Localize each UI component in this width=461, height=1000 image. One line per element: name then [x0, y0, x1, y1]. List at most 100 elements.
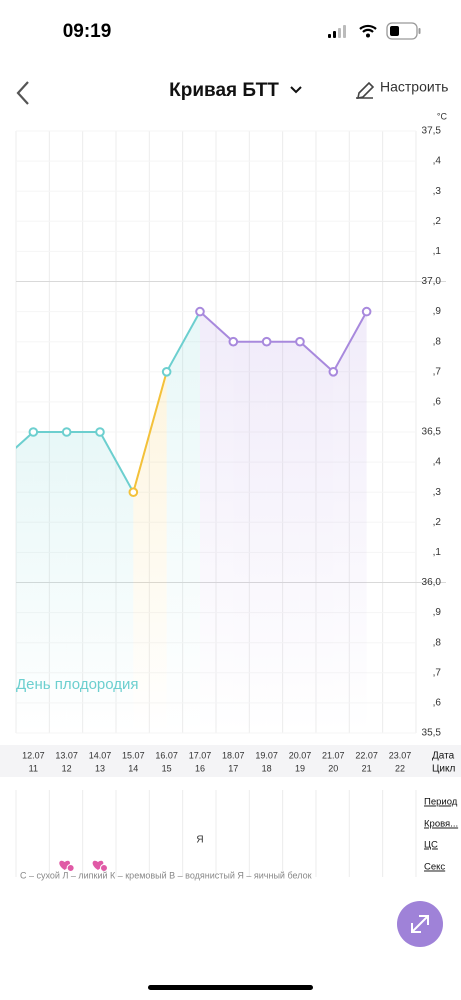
y-tick-label: ,7: [433, 667, 442, 678]
cycle-day: 12: [62, 763, 72, 773]
y-tick-label: ,2: [433, 517, 442, 528]
cycle-day: 11: [29, 763, 38, 773]
cycle-day: 19: [295, 763, 305, 773]
x-tick-label: 12.07: [22, 750, 45, 760]
area-fill: [66, 432, 100, 733]
area-fill: [99, 432, 134, 733]
y-tick-label: ,9: [433, 607, 442, 618]
point: [228, 336, 239, 347]
cycle-day: 21: [362, 763, 372, 773]
point: [261, 336, 272, 347]
y-tick-label: ,4: [433, 457, 442, 468]
y-tick-label: 36,5: [422, 427, 442, 438]
obs-row-label: Кровя...: [424, 819, 458, 830]
status-icons: [328, 22, 421, 40]
y-tick-label: ,2: [433, 216, 442, 227]
area-fill: [233, 341, 267, 733]
line-segment: [16, 431, 35, 449]
cycle-day: 17: [228, 763, 238, 773]
point: [195, 306, 205, 317]
y-tick-label: ,9: [433, 306, 442, 317]
x-tick-label: 18.07: [222, 750, 245, 760]
line-segment: [132, 371, 168, 493]
x-tick-label: 16.07: [155, 750, 178, 760]
point: [95, 427, 105, 437]
sex-mark: [59, 860, 75, 872]
cycle-day: 16: [195, 763, 205, 773]
x-tick-label: 22.07: [355, 750, 378, 760]
unit-label: °C: [437, 111, 448, 121]
obs-row-label: Секс: [424, 862, 445, 873]
title-chevron[interactable]: [290, 86, 302, 94]
cycle-day: 14: [128, 763, 138, 773]
area-fill: [16, 432, 34, 733]
mucus-mark: Я: [196, 835, 203, 846]
area-fill: [333, 311, 367, 733]
point: [61, 427, 72, 437]
y-tick-label: 37,0: [422, 276, 442, 287]
x-tick-label: 17.07: [189, 750, 212, 760]
point: [161, 367, 172, 377]
heart-check: [66, 864, 75, 872]
area-fill: [266, 341, 300, 733]
point: [128, 487, 139, 498]
area-fill: [33, 432, 67, 733]
obs-row-label: Период: [424, 797, 458, 808]
header-title[interactable]: Кривая БТТ: [169, 80, 279, 101]
y-tick-label: ,1: [433, 547, 442, 558]
y-tick-label: ,8: [433, 336, 442, 347]
x-tick-label: 21.07: [322, 750, 345, 760]
y-tick-label: ,6: [433, 698, 442, 709]
cycle-day: 18: [262, 763, 272, 773]
point: [0, 458, 4, 466]
heart-check: [99, 864, 108, 872]
obs-row-label: ЦС: [424, 840, 438, 851]
point: [328, 367, 339, 377]
cycle-day: 13: [95, 763, 105, 773]
line-segment: [299, 340, 334, 373]
sex-mark: [92, 860, 108, 872]
x-tick-label: 23.07: [389, 750, 412, 760]
y-tick-label: ,3: [433, 186, 442, 197]
line-segment: [99, 431, 135, 493]
cycle-day: 15: [162, 763, 172, 773]
line-segment: [165, 311, 201, 373]
y-tick-label: ,8: [433, 637, 442, 648]
y-tick-label: 37,5: [422, 126, 442, 137]
point: [361, 306, 372, 317]
row-label: Дата: [432, 751, 455, 762]
header-action[interactable]: Настроить: [380, 79, 448, 95]
y-tick-label: ,4: [433, 156, 442, 167]
home-indicator: [148, 985, 313, 990]
x-tick-label: 20.07: [289, 750, 312, 760]
mucus-legend: С – сухой Л – липкий К – кремовый В – во…: [20, 870, 312, 880]
y-tick-label: 36,0: [422, 577, 442, 588]
x-tick-label: 13.07: [55, 750, 78, 760]
x-tick-label: 15.07: [122, 750, 145, 760]
status-time: 09:19: [63, 21, 112, 42]
y-tick-label: ,7: [433, 366, 442, 377]
point: [28, 427, 39, 437]
annotation: День плодородия: [16, 676, 139, 693]
cycle-day: 22: [395, 763, 405, 773]
edit-icon[interactable]: [356, 81, 375, 100]
y-tick-label: ,1: [433, 246, 442, 257]
expand-button[interactable]: [397, 901, 443, 947]
date-row: [0, 745, 461, 777]
row-label: Цикл: [432, 764, 455, 775]
cycle-day: 20: [328, 763, 338, 773]
line-segment: [199, 310, 234, 343]
x-tick-label: 19.07: [255, 750, 278, 760]
y-tick-label: ,6: [433, 397, 442, 408]
point: [295, 336, 305, 347]
area-fill: [299, 341, 334, 733]
area-fill: [133, 371, 167, 733]
area-fill: [199, 311, 234, 733]
y-tick-label: ,3: [433, 487, 442, 498]
back-button[interactable]: [16, 81, 29, 105]
line-segment: [332, 311, 368, 373]
x-tick-label: 14.07: [89, 750, 112, 760]
area-fill: [166, 311, 200, 733]
y-tick-label: 35,5: [422, 728, 442, 739]
